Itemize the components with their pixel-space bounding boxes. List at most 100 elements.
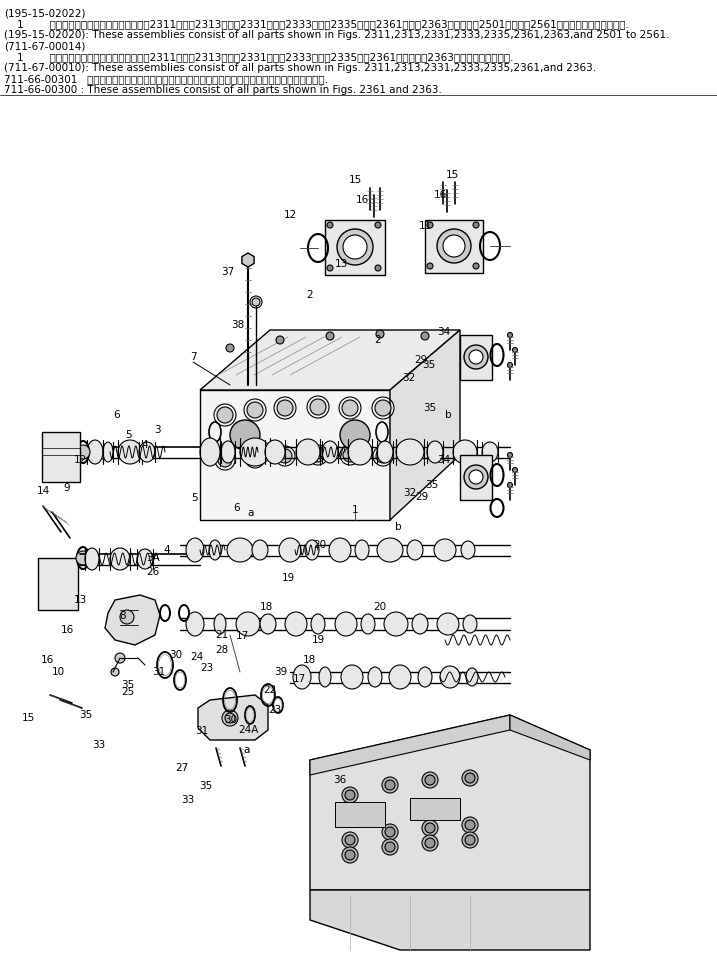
Ellipse shape bbox=[361, 614, 375, 634]
Ellipse shape bbox=[453, 440, 477, 464]
Text: 35: 35 bbox=[425, 480, 439, 490]
Ellipse shape bbox=[85, 548, 99, 570]
Ellipse shape bbox=[389, 665, 411, 689]
Ellipse shape bbox=[368, 667, 382, 687]
Circle shape bbox=[342, 847, 358, 863]
Ellipse shape bbox=[110, 548, 130, 570]
Circle shape bbox=[115, 653, 125, 663]
Text: 34: 34 bbox=[437, 455, 450, 465]
Ellipse shape bbox=[296, 439, 320, 465]
Circle shape bbox=[465, 773, 475, 783]
Ellipse shape bbox=[463, 615, 477, 633]
Circle shape bbox=[462, 817, 478, 833]
Ellipse shape bbox=[482, 442, 498, 462]
Circle shape bbox=[218, 453, 232, 467]
Text: 30: 30 bbox=[224, 715, 237, 725]
Circle shape bbox=[225, 713, 235, 723]
Circle shape bbox=[222, 710, 238, 726]
Text: 17: 17 bbox=[293, 674, 305, 684]
Text: 39: 39 bbox=[275, 667, 288, 677]
Polygon shape bbox=[242, 253, 254, 267]
Ellipse shape bbox=[513, 467, 518, 472]
Text: b: b bbox=[394, 522, 402, 532]
Text: 16: 16 bbox=[60, 625, 74, 635]
Text: 18: 18 bbox=[303, 655, 315, 665]
Circle shape bbox=[473, 222, 479, 228]
Circle shape bbox=[327, 265, 333, 271]
Circle shape bbox=[345, 850, 355, 860]
Ellipse shape bbox=[329, 538, 351, 562]
Text: 16: 16 bbox=[356, 195, 369, 205]
Ellipse shape bbox=[341, 665, 363, 689]
Circle shape bbox=[337, 229, 373, 265]
Ellipse shape bbox=[319, 667, 331, 687]
Circle shape bbox=[376, 449, 390, 463]
Circle shape bbox=[76, 445, 90, 459]
Ellipse shape bbox=[87, 440, 103, 464]
Text: 8: 8 bbox=[120, 611, 126, 621]
Polygon shape bbox=[105, 595, 160, 645]
Ellipse shape bbox=[265, 440, 285, 464]
Text: 33: 33 bbox=[181, 795, 194, 805]
Circle shape bbox=[342, 787, 358, 803]
Ellipse shape bbox=[412, 614, 428, 634]
Circle shape bbox=[462, 770, 478, 786]
Text: 5: 5 bbox=[125, 430, 131, 440]
Ellipse shape bbox=[508, 362, 513, 367]
Text: 1        これらのアセンブリの構成部品は第2311図、第2313図、第2331図、第2333図、第2335図、第2361図、第2363図および第2501: 1 これらのアセンブリの構成部品は第2311図、第2313図、第2331図、第2… bbox=[4, 19, 629, 29]
Text: 26: 26 bbox=[146, 567, 160, 577]
Text: 15: 15 bbox=[348, 175, 361, 185]
Text: 4: 4 bbox=[142, 440, 148, 450]
Circle shape bbox=[120, 610, 134, 624]
Text: 23: 23 bbox=[268, 705, 282, 715]
Ellipse shape bbox=[260, 614, 276, 634]
Ellipse shape bbox=[209, 540, 221, 560]
Polygon shape bbox=[200, 330, 460, 390]
Text: 1: 1 bbox=[351, 505, 358, 515]
Text: 33: 33 bbox=[92, 740, 105, 750]
Circle shape bbox=[111, 668, 119, 676]
Text: 7: 7 bbox=[190, 352, 196, 362]
Text: 9: 9 bbox=[64, 483, 70, 493]
Circle shape bbox=[473, 263, 479, 269]
Ellipse shape bbox=[466, 668, 478, 686]
Text: 16: 16 bbox=[40, 655, 54, 665]
Ellipse shape bbox=[252, 540, 268, 560]
Ellipse shape bbox=[311, 614, 325, 634]
Circle shape bbox=[342, 400, 358, 416]
Circle shape bbox=[469, 470, 483, 484]
Circle shape bbox=[345, 835, 355, 845]
Ellipse shape bbox=[508, 452, 513, 458]
Ellipse shape bbox=[186, 538, 204, 562]
Ellipse shape bbox=[236, 612, 260, 636]
Circle shape bbox=[425, 823, 435, 833]
Circle shape bbox=[342, 832, 358, 848]
Circle shape bbox=[464, 465, 488, 489]
Bar bbox=[460, 455, 492, 500]
Text: 31: 31 bbox=[153, 667, 166, 677]
Ellipse shape bbox=[396, 439, 424, 465]
Circle shape bbox=[376, 330, 384, 338]
Text: 27: 27 bbox=[176, 763, 189, 773]
Text: 22: 22 bbox=[263, 685, 277, 695]
Text: 711-66-00301   これらのアセンブリの構成部品は第２３６１図および第２３６３図の部品を含みます.: 711-66-00301 これらのアセンブリの構成部品は第２３６１図および第２３… bbox=[4, 74, 328, 84]
Circle shape bbox=[375, 222, 381, 228]
Text: 10: 10 bbox=[52, 667, 65, 677]
Circle shape bbox=[248, 451, 262, 465]
Circle shape bbox=[226, 344, 234, 352]
Text: (195-15-02020): These assemblies consist of all parts shown in Figs. 2311,2313,2: (195-15-02020): These assemblies consist… bbox=[4, 30, 670, 40]
Ellipse shape bbox=[200, 438, 220, 466]
Text: 1        これらのアセンブリの構成部品は第2311図、第2313図、第2331図、第2333図、第2335図第2361図および第2363図の部品を含みま: 1 これらのアセンブリの構成部品は第2311図、第2313図、第2331図、第2… bbox=[4, 52, 513, 62]
Bar bbox=[42, 432, 80, 482]
Circle shape bbox=[421, 332, 429, 340]
Circle shape bbox=[340, 420, 370, 450]
Circle shape bbox=[217, 407, 233, 423]
Text: 35: 35 bbox=[80, 710, 92, 720]
Text: 4: 4 bbox=[163, 545, 171, 555]
Text: 19: 19 bbox=[281, 573, 295, 583]
Text: 28: 28 bbox=[215, 645, 229, 655]
Circle shape bbox=[385, 842, 395, 852]
Text: 32: 32 bbox=[402, 373, 416, 383]
Circle shape bbox=[464, 345, 488, 369]
Text: 31: 31 bbox=[195, 726, 209, 736]
